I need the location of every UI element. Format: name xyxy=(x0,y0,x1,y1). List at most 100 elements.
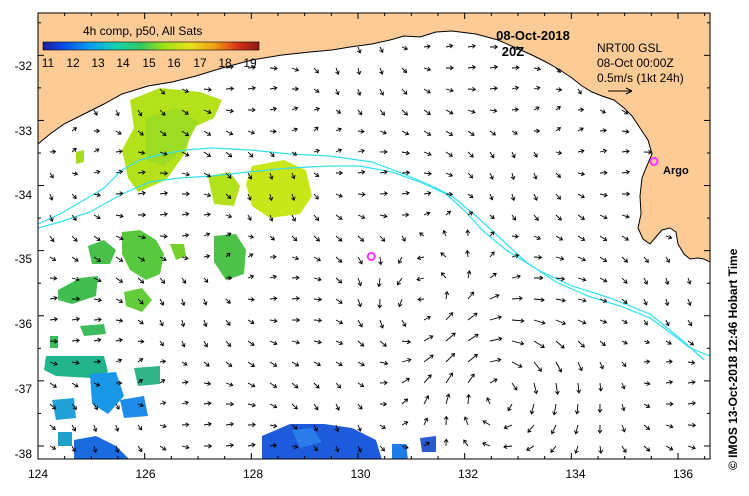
current-vector xyxy=(159,359,167,364)
current-vector xyxy=(550,445,557,453)
current-vector xyxy=(665,319,670,327)
current-vector xyxy=(291,106,299,111)
current-vector xyxy=(443,438,449,447)
current-vector xyxy=(665,401,674,407)
current-vector xyxy=(401,339,412,345)
current-vector xyxy=(599,148,608,154)
current-vector xyxy=(181,171,190,177)
current-vector xyxy=(137,379,143,384)
current-vector xyxy=(203,319,208,328)
current-vector xyxy=(503,424,513,430)
current-vector xyxy=(467,109,476,114)
current-vector xyxy=(181,151,190,157)
current-vector xyxy=(71,193,77,200)
current-vector xyxy=(291,214,296,222)
current-vector xyxy=(467,373,475,384)
legend-title: 4h comp, p50, All Sats xyxy=(83,24,202,38)
current-vector xyxy=(203,172,211,178)
current-vector xyxy=(335,109,342,114)
current-vector xyxy=(335,214,343,220)
current-vector xyxy=(203,443,213,449)
current-vector xyxy=(180,319,186,328)
current-vector xyxy=(621,382,626,390)
current-vector xyxy=(313,382,320,389)
current-vector xyxy=(159,170,169,176)
current-vector xyxy=(401,130,410,136)
current-vector xyxy=(445,353,456,363)
current-vector xyxy=(93,337,102,343)
current-vector xyxy=(555,340,565,349)
current-vector xyxy=(225,252,231,258)
current-vector xyxy=(574,403,580,415)
current-vector xyxy=(159,400,167,406)
current-vector xyxy=(225,443,235,448)
current-vector xyxy=(599,361,604,370)
current-vector xyxy=(225,421,235,427)
current-vector xyxy=(401,190,410,196)
current-vector xyxy=(533,128,541,134)
current-vector xyxy=(225,275,233,281)
current-vector xyxy=(599,319,608,324)
current-vector xyxy=(159,190,169,196)
current-vector xyxy=(376,277,382,288)
current-vector xyxy=(599,277,608,283)
current-vector xyxy=(357,445,362,453)
current-vector xyxy=(159,211,168,217)
current-vector xyxy=(269,403,278,409)
current-vector xyxy=(49,424,56,431)
current-vector xyxy=(423,374,432,384)
current-vector xyxy=(687,360,696,365)
current-vector xyxy=(159,151,168,156)
current-vector xyxy=(291,172,296,180)
current-vector xyxy=(225,340,232,348)
current-vector xyxy=(336,170,344,176)
current-vector xyxy=(489,214,495,220)
current-vector xyxy=(203,254,211,259)
current-vector xyxy=(203,87,213,92)
current-vector xyxy=(247,172,253,180)
current-vector xyxy=(621,214,630,219)
current-vector xyxy=(115,256,124,262)
current-vector xyxy=(489,44,499,50)
current-vector xyxy=(599,235,608,241)
current-vector xyxy=(597,424,603,434)
current-vector xyxy=(577,361,583,372)
current-vector xyxy=(269,254,277,260)
current-vector xyxy=(181,400,189,406)
current-vector xyxy=(159,319,164,327)
current-vector xyxy=(423,315,432,321)
current-vector xyxy=(49,316,58,322)
current-vector xyxy=(357,382,365,388)
current-vector xyxy=(357,192,366,197)
current-vector xyxy=(423,88,431,94)
current-vector xyxy=(269,274,277,280)
current-vector xyxy=(527,424,535,433)
current-vector xyxy=(555,105,561,111)
current-vector xyxy=(577,88,582,95)
current-vector xyxy=(225,232,232,237)
argo-float-marker xyxy=(649,156,659,166)
current-vector xyxy=(225,130,234,136)
current-vector xyxy=(574,445,579,454)
current-vector xyxy=(466,393,471,405)
current-vector xyxy=(511,340,525,346)
current-vector xyxy=(335,382,342,389)
current-vector xyxy=(533,254,543,260)
current-vector xyxy=(335,319,344,325)
current-vector xyxy=(533,235,541,240)
current-vector xyxy=(291,151,298,156)
current-vector xyxy=(577,277,587,282)
current-vector xyxy=(335,277,343,284)
current-vector xyxy=(445,191,454,197)
current-vector xyxy=(93,148,100,153)
current-vector xyxy=(137,130,144,136)
current-vector xyxy=(621,340,628,345)
current-vector xyxy=(463,439,469,447)
current-vector xyxy=(621,361,627,367)
current-vector xyxy=(577,298,587,303)
current-vector xyxy=(552,403,557,416)
current-vector xyxy=(203,340,208,348)
land-australia xyxy=(38,13,710,263)
current-vector xyxy=(489,293,500,300)
current-vector xyxy=(71,276,80,282)
